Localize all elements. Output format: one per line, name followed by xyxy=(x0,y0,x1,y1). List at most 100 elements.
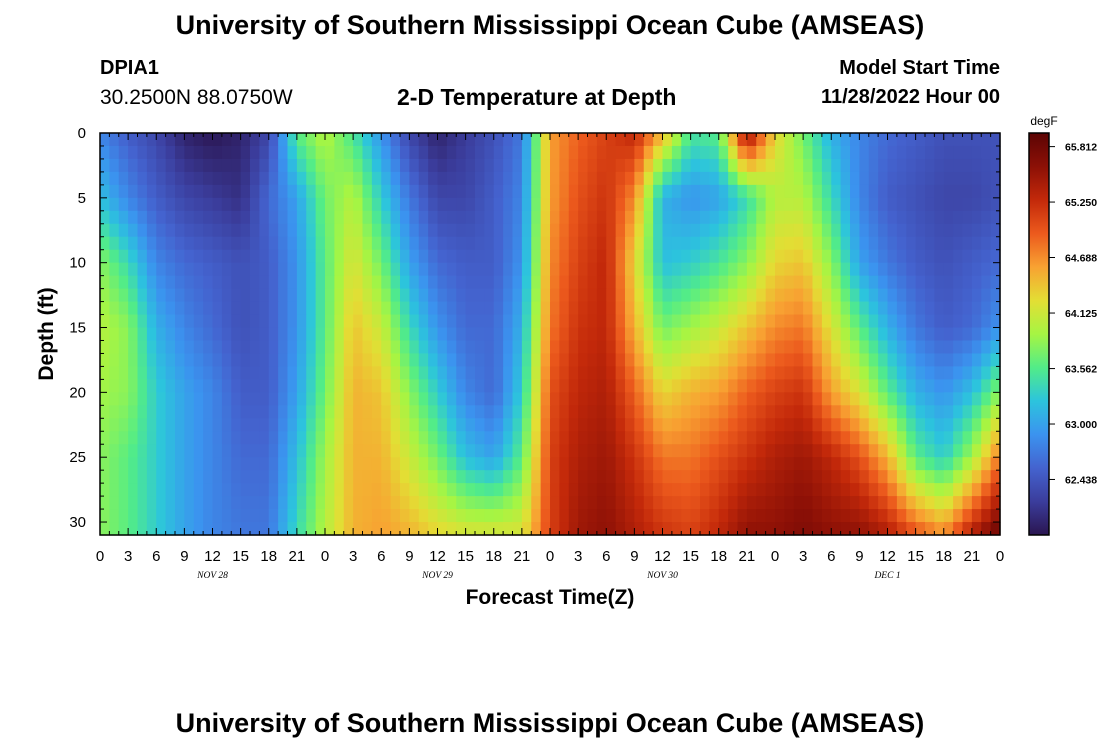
heatmap-cell xyxy=(953,236,964,251)
heatmap-cell xyxy=(109,184,120,199)
heatmap-cell xyxy=(990,288,1001,303)
heatmap-cell xyxy=(709,522,720,536)
heatmap-cell xyxy=(540,353,551,368)
heatmap-cell xyxy=(784,366,795,380)
heatmap-cell xyxy=(493,444,504,458)
heatmap-cell xyxy=(278,470,289,484)
heatmap-cell xyxy=(428,366,439,380)
heatmap-cell xyxy=(137,288,148,303)
heatmap-cell xyxy=(456,184,467,199)
heatmap-cell xyxy=(793,236,804,251)
heatmap-cell xyxy=(559,405,570,419)
heatmap-cell xyxy=(240,522,251,536)
heatmap-cell xyxy=(831,288,842,303)
heatmap-cell xyxy=(259,158,270,173)
heatmap-cell xyxy=(475,457,485,471)
heatmap-cell xyxy=(887,210,898,225)
heatmap-cell xyxy=(353,314,364,329)
heatmap-cell xyxy=(728,379,739,393)
heatmap-cell xyxy=(906,379,917,393)
heatmap-cell xyxy=(540,262,551,277)
heatmap-cell xyxy=(278,327,289,342)
heatmap-cell xyxy=(175,262,185,277)
heatmap-cell xyxy=(137,470,148,484)
heatmap-cell xyxy=(325,431,335,445)
heatmap-cell xyxy=(418,340,429,355)
heatmap-cell xyxy=(925,275,935,290)
heatmap-cell xyxy=(193,249,204,264)
heatmap-cell xyxy=(943,366,954,380)
heatmap-cell xyxy=(334,133,345,147)
heatmap-cell xyxy=(128,301,139,316)
heatmap-cell xyxy=(428,457,439,471)
heatmap-cell xyxy=(409,223,420,238)
heatmap-cell xyxy=(587,483,598,497)
heatmap-cell xyxy=(878,522,889,536)
heatmap-cell xyxy=(221,262,232,277)
heatmap-cell xyxy=(943,133,954,147)
heatmap-cell xyxy=(596,496,607,510)
heatmap-cell xyxy=(831,470,842,484)
heatmap-cell xyxy=(165,210,176,225)
heatmap-cell xyxy=(268,470,279,484)
heatmap-cell xyxy=(906,236,917,251)
heatmap-cell xyxy=(596,275,607,290)
heatmap-cell xyxy=(596,444,607,458)
heatmap-cell xyxy=(381,522,392,536)
heatmap-cell xyxy=(578,379,589,393)
heatmap-cell xyxy=(840,210,851,225)
heatmap-cell xyxy=(568,418,579,432)
heatmap-cell xyxy=(184,340,195,355)
heatmap-cell xyxy=(746,133,757,147)
heatmap-cell xyxy=(559,262,570,277)
heatmap-cell xyxy=(643,301,654,316)
heatmap-cell xyxy=(934,275,945,290)
heatmap-cell xyxy=(906,353,917,368)
heatmap-cell xyxy=(268,483,279,497)
heatmap-cell xyxy=(371,509,382,523)
heatmap-cell xyxy=(503,171,514,186)
heatmap-cell xyxy=(371,405,382,419)
heatmap-cell xyxy=(409,133,420,147)
heatmap-cell xyxy=(240,340,251,355)
heatmap-cell xyxy=(906,327,917,342)
heatmap-cell xyxy=(803,275,814,290)
heatmap-cell xyxy=(671,431,682,445)
heatmap-cell xyxy=(512,431,523,445)
heatmap-cell xyxy=(971,249,982,264)
heatmap-cell xyxy=(793,158,804,173)
heatmap-cell xyxy=(381,171,392,186)
heatmap-cell xyxy=(915,301,926,316)
heatmap-cell xyxy=(559,496,570,510)
heatmap-cell xyxy=(971,457,982,471)
heatmap-cell xyxy=(428,405,439,419)
heatmap-cell xyxy=(671,392,682,406)
heatmap-cell xyxy=(671,145,682,160)
heatmap-cell xyxy=(831,509,842,523)
heatmap-cell xyxy=(728,444,739,458)
heatmap-cell xyxy=(240,288,251,303)
heatmap-cell xyxy=(418,288,429,303)
heatmap-cell xyxy=(709,158,720,173)
heatmap-cell xyxy=(896,444,907,458)
heatmap-cell xyxy=(578,301,589,316)
x-tick-label: 3 xyxy=(124,548,132,565)
heatmap-cell xyxy=(850,483,860,497)
heatmap-cell xyxy=(493,184,504,199)
heatmap-cell xyxy=(896,236,907,251)
heatmap-cell xyxy=(925,366,935,380)
heatmap-cell xyxy=(596,262,607,277)
heatmap-cell xyxy=(578,145,589,160)
heatmap-cell xyxy=(428,496,439,510)
heatmap-cell xyxy=(971,301,982,316)
heatmap-cell xyxy=(662,509,673,523)
heatmap-cell xyxy=(221,314,232,329)
heatmap-cell xyxy=(953,171,964,186)
heatmap-cell xyxy=(718,275,729,290)
heatmap-cell xyxy=(803,470,814,484)
heatmap-cell xyxy=(559,327,570,342)
heatmap-cell xyxy=(165,145,176,160)
heatmap-cell xyxy=(418,457,429,471)
heatmap-cell xyxy=(381,457,392,471)
heatmap-cell xyxy=(250,340,260,355)
